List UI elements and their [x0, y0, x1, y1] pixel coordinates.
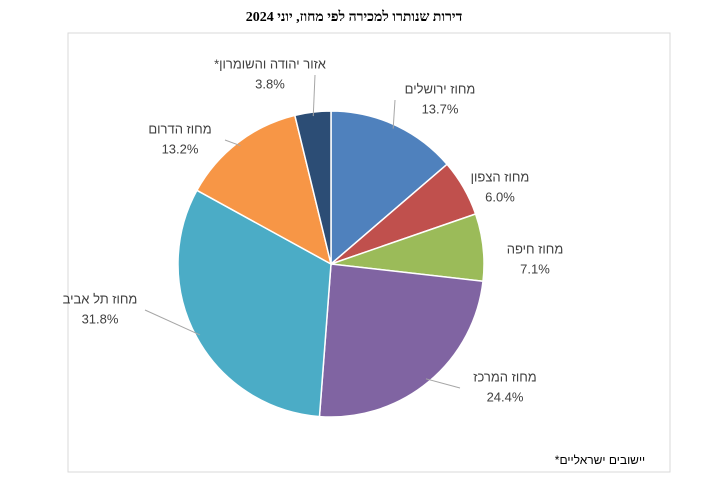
- slice-label: מחוז המרכז: [473, 369, 536, 384]
- leader-line: [425, 378, 461, 389]
- pie-slice: [330, 110, 449, 266]
- leader-line: [144, 309, 201, 336]
- leader-line: [224, 139, 241, 147]
- slice-value-label: 13.2%: [162, 141, 199, 156]
- slice-label: אזור יהודה והשומרון*: [214, 56, 326, 71]
- leader-line: [312, 74, 316, 117]
- slice-value-label: 3.8%: [255, 76, 285, 91]
- slice-value-label: 31.8%: [82, 311, 119, 326]
- slice-label: מחוז תל אביב: [63, 291, 138, 306]
- slice-label: מחוז ירושלים: [405, 81, 476, 96]
- pie-slice: [195, 114, 333, 266]
- pie-slice: [177, 189, 332, 418]
- slice-value-label: 7.1%: [520, 261, 550, 276]
- slice-label: מחוז הצפון: [471, 169, 530, 184]
- footnote: יישובים ישראליים*: [555, 453, 645, 467]
- pie-slice: [293, 110, 332, 265]
- slice-value-label: 6.0%: [485, 189, 515, 204]
- leader-line: [392, 99, 396, 129]
- chart-title: דירות שנותרו למכירה לפי מחוז, יוני 2024: [246, 9, 463, 25]
- slice-value-label: 13.7%: [422, 101, 459, 116]
- slice-value-label: 24.4%: [487, 389, 524, 404]
- slice-label: מחוז הדרום: [148, 121, 211, 136]
- slice-label: מחוז חיפה: [507, 241, 564, 256]
- pie-slice: [318, 263, 484, 418]
